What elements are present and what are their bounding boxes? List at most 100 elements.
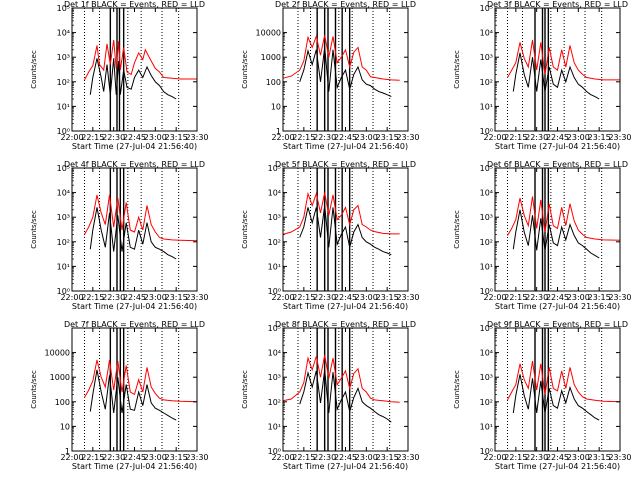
panel-det-5: Det 5f BLACK = Events, RED = LLD22:0022:… — [241, 160, 420, 311]
y-tick-label: 10⁰ — [480, 287, 493, 296]
x-tick-label: 23:15 — [165, 133, 188, 142]
y-tick-label: 10⁵ — [480, 164, 493, 173]
y-tick-label: 10000 — [256, 29, 281, 38]
y-tick-label: 1000 — [50, 373, 70, 382]
panel-title: Det 6f BLACK = Events, RED = LLD — [487, 160, 628, 169]
x-axis-label: Start Time (27-Jul-04 21:56:40) — [283, 462, 408, 471]
x-tick-label: 23:00 — [567, 453, 590, 462]
y-tick-label: 10⁰ — [57, 127, 70, 136]
x-tick-label: 23:30 — [185, 453, 208, 462]
y-axis-label: Counts/sec — [241, 210, 249, 249]
panel-title: Det 5f BLACK = Events, RED = LLD — [275, 160, 416, 169]
y-axis-label: Counts/sec — [453, 370, 461, 409]
x-axis-label: Start Time (27-Jul-04 21:56:40) — [72, 302, 197, 311]
x-axis-label: Start Time (27-Jul-04 21:56:40) — [495, 462, 620, 471]
x-tick-label: 22:45 — [546, 293, 569, 302]
x-tick-label: 23:30 — [608, 293, 631, 302]
x-tick-label: 22:15 — [292, 453, 315, 462]
x-tick-label: 22:45 — [123, 293, 146, 302]
panel-title: Det 9f BLACK = Events, RED = LLD — [487, 320, 628, 329]
x-tick-label: 22:15 — [292, 133, 315, 142]
x-tick-label: 23:15 — [376, 453, 399, 462]
series-line-lld — [282, 191, 400, 235]
x-tick-label: 22:30 — [102, 133, 125, 142]
y-tick-label: 10¹ — [480, 262, 493, 271]
y-tick-label: 10¹ — [480, 422, 493, 431]
x-tick-label: 23:15 — [165, 293, 188, 302]
x-tick-label: 23:00 — [144, 133, 167, 142]
panel-title: Det 7f BLACK = Events, RED = LLD — [64, 320, 205, 329]
y-tick-label: 10⁴ — [480, 29, 493, 38]
x-tick-label: 22:15 — [504, 133, 527, 142]
series-line-lld — [282, 354, 400, 403]
x-tick-label: 23:00 — [355, 453, 378, 462]
x-tick-label: 22:45 — [123, 453, 146, 462]
x-axis-label: Start Time (27-Jul-04 21:56:40) — [283, 302, 408, 311]
x-tick-label: 23:00 — [567, 293, 590, 302]
x-tick-label: 22:30 — [313, 453, 336, 462]
y-tick-label: 10⁵ — [480, 4, 493, 13]
y-tick-label: 10000 — [45, 349, 70, 358]
y-tick-label: 10¹ — [268, 422, 281, 431]
x-axis-label: Start Time (27-Jul-04 21:56:40) — [283, 142, 408, 151]
series-line-lld — [507, 361, 621, 403]
y-tick-label: 10¹ — [57, 262, 70, 271]
x-tick-label: 22:15 — [292, 293, 315, 302]
x-tick-label: 23:15 — [376, 133, 399, 142]
y-tick-label: 10⁰ — [480, 447, 493, 456]
series-line-lld — [507, 196, 621, 241]
x-tick-label: 23:30 — [185, 133, 208, 142]
x-tick-label: 23:15 — [588, 293, 611, 302]
x-tick-label: 23:00 — [144, 453, 167, 462]
panel-title: Det 2f BLACK = Events, RED = LLD — [275, 0, 416, 9]
y-tick-label: 10⁴ — [480, 189, 493, 198]
series-line-events — [512, 52, 600, 100]
x-tick-label: 23:30 — [608, 133, 631, 142]
x-tick-label: 23:15 — [376, 293, 399, 302]
x-tick-label: 22:15 — [81, 133, 104, 142]
x-tick-label: 22:00 — [483, 453, 506, 462]
panel-det-4: Det 4f BLACK = Events, RED = LLD22:0022:… — [30, 160, 209, 311]
x-tick-label: 22:45 — [334, 133, 357, 142]
x-tick-label: 22:45 — [334, 293, 357, 302]
x-tick-label: 23:30 — [185, 293, 208, 302]
y-tick-label: 10⁵ — [268, 164, 281, 173]
x-tick-label: 22:15 — [504, 453, 527, 462]
panel-det-9: Det 9f BLACK = Events, RED = LLD22:0022:… — [453, 320, 632, 471]
x-axis-label: Start Time (27-Jul-04 21:56:40) — [72, 462, 197, 471]
y-tick-label: 10³ — [480, 213, 493, 222]
y-tick-label: 1000 — [261, 53, 281, 62]
series-line-lld — [84, 359, 198, 403]
y-tick-label: 10⁰ — [268, 447, 281, 456]
series-line-events — [89, 58, 177, 100]
y-axis-label: Counts/sec — [30, 370, 38, 409]
x-tick-label: 22:15 — [504, 293, 527, 302]
x-tick-label: 22:30 — [313, 133, 336, 142]
x-tick-label: 23:15 — [588, 453, 611, 462]
panel-title: Det 8f BLACK = Events, RED = LLD — [275, 320, 416, 329]
y-tick-label: 10¹ — [57, 102, 70, 111]
series-line-events — [512, 374, 600, 421]
x-tick-label: 23:30 — [396, 293, 419, 302]
y-axis-label: Counts/sec — [241, 370, 249, 409]
y-axis-label: Counts/sec — [453, 210, 461, 249]
x-tick-label: 22:45 — [546, 453, 569, 462]
y-tick-label: 10³ — [268, 213, 281, 222]
panel-det-8: Det 8f BLACK = Events, RED = LLD22:0022:… — [241, 320, 420, 471]
y-tick-label: 10⁰ — [480, 127, 493, 136]
y-tick-label: 10⁵ — [57, 4, 70, 13]
y-tick-label: 10⁴ — [268, 349, 281, 358]
x-tick-label: 22:30 — [525, 133, 548, 142]
panel-det-7: Det 7f BLACK = Events, RED = LLD22:0022:… — [30, 320, 209, 471]
x-tick-label: 23:00 — [567, 133, 590, 142]
x-tick-label: 23:00 — [355, 133, 378, 142]
y-tick-label: 10 — [60, 422, 70, 431]
y-tick-label: 10³ — [480, 53, 493, 62]
y-tick-label: 10² — [480, 238, 493, 247]
y-tick-label: 1 — [65, 447, 70, 456]
y-axis-label: Counts/sec — [30, 210, 38, 249]
y-axis-label: Counts/sec — [30, 50, 38, 89]
x-tick-label: 23:30 — [608, 453, 631, 462]
